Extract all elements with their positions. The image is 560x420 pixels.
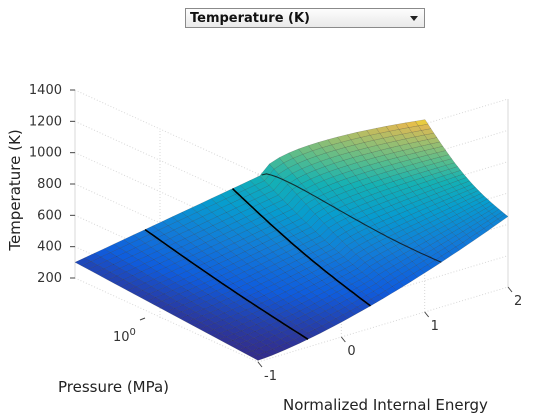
z-axis-label: Temperature (K)	[6, 129, 24, 251]
z-tick-label: 600	[37, 208, 62, 223]
grid-line-z-left	[74, 214, 259, 300]
grid-line-z-left	[74, 183, 259, 269]
quantity-dropdown-label: Temperature (K)	[190, 10, 310, 26]
surface-contour	[144, 228, 309, 340]
temperature-surface	[74, 119, 509, 361]
surface-patch	[415, 119, 429, 126]
x-tick-label: -1	[264, 369, 277, 384]
z-tick-label: 200	[37, 271, 62, 286]
y-axis-label: Pressure (MPa)	[58, 378, 169, 396]
x-tick-label: 1	[431, 319, 439, 334]
grid-line-z-left	[74, 120, 259, 206]
y-tick-label: 100	[113, 327, 136, 345]
x-tick	[257, 361, 263, 368]
chevron-down-icon	[410, 15, 418, 21]
z-tick-label: 1000	[29, 146, 62, 161]
grid-line-z-left	[74, 89, 259, 175]
grid-line-z-left	[74, 277, 259, 363]
surface-ridge	[261, 173, 442, 263]
x-tick	[424, 311, 430, 318]
y-tick	[139, 317, 146, 321]
z-tick-label: 1200	[29, 114, 62, 129]
x-tick	[340, 336, 346, 343]
z-tick-label: 1400	[29, 83, 62, 98]
z-tick-label: 800	[37, 177, 62, 192]
x-tick	[507, 286, 513, 293]
x-axis-label: Normalized Internal Energy	[283, 396, 488, 414]
grid-line-z-left	[74, 152, 259, 238]
x-tick-label: 2	[514, 294, 522, 309]
x-tick-label: 0	[347, 344, 355, 359]
z-tick-label: 400	[37, 240, 62, 255]
axis-ticks: 200 400 600 800 1000 1200 1400 -1 0 1 2 100	[29, 83, 522, 384]
surface-contour	[231, 188, 371, 307]
quantity-dropdown[interactable]: Temperature (K)	[185, 8, 425, 28]
